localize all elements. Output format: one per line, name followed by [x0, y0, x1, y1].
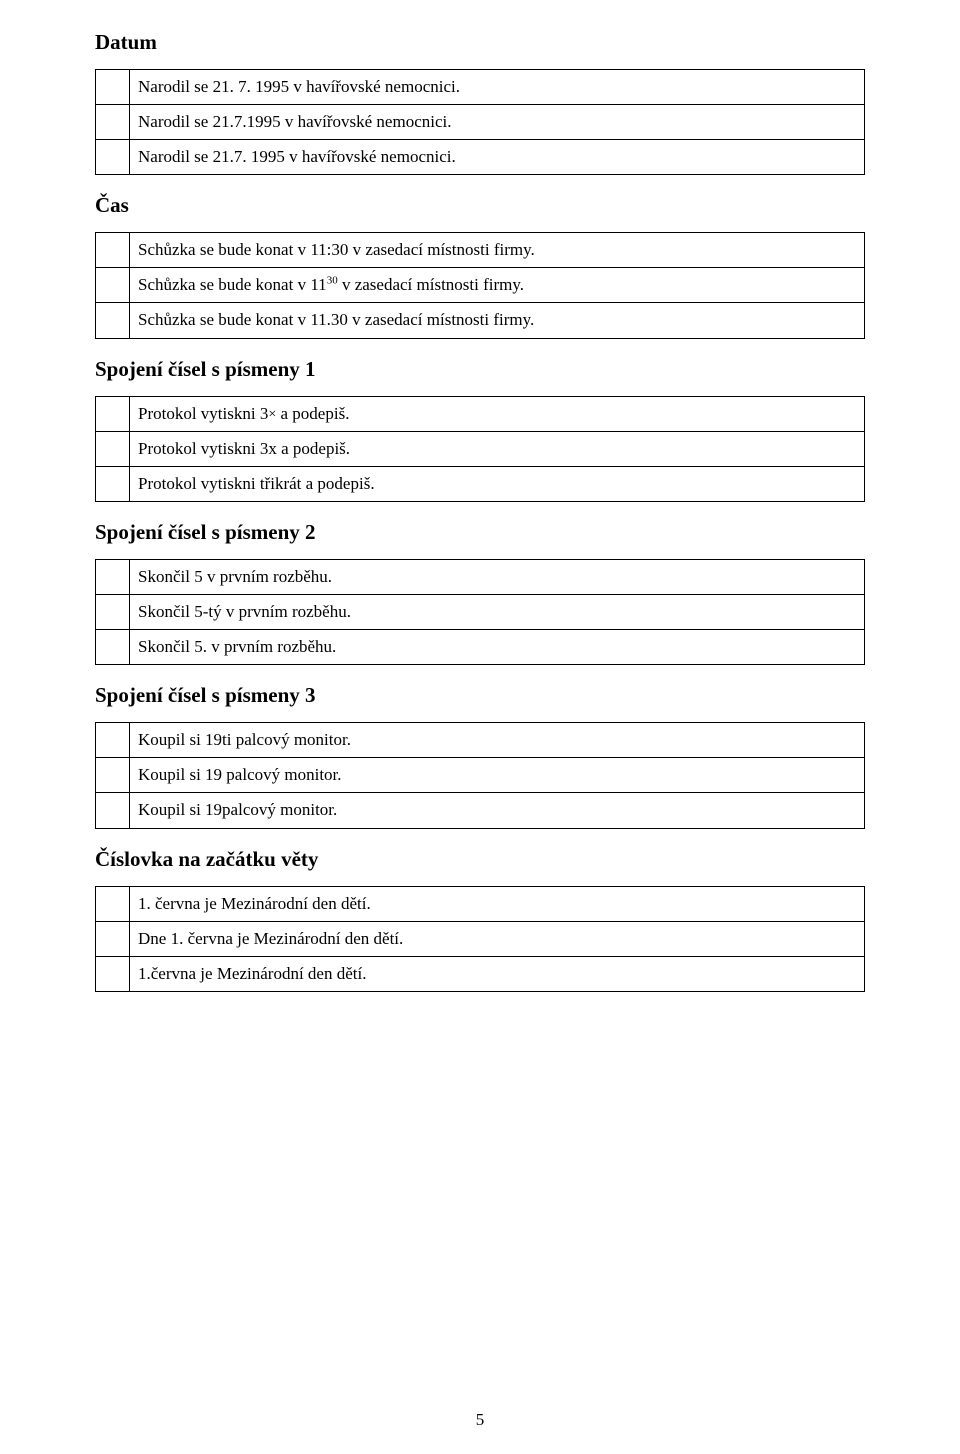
cell-text: Schůzka se bude konat v 11:30 v zasedací… [130, 233, 865, 268]
cell-text: Narodil se 21.7.1995 v havířovské nemocn… [130, 105, 865, 140]
cell-empty [96, 105, 130, 140]
cell-empty [96, 630, 130, 665]
table-row: Koupil si 19 palcový monitor. [96, 758, 865, 793]
table-row: Koupil si 19palcový monitor. [96, 793, 865, 828]
table-row: Schůzka se bude konat v 11:30 v zasedací… [96, 233, 865, 268]
cell-text: Narodil se 21.7. 1995 v havířovské nemoc… [130, 140, 865, 175]
cell-text: 1. června je Mezinárodní den dětí. [130, 886, 865, 921]
cell-empty [96, 70, 130, 105]
cell-text: 1.června je Mezinárodní den dětí. [130, 956, 865, 991]
cell-empty [96, 758, 130, 793]
table-row: Skončil 5-tý v prvním rozběhu. [96, 595, 865, 630]
table-cislovka: 1. června je Mezinárodní den dětí. Dne 1… [95, 886, 865, 992]
cell-empty [96, 886, 130, 921]
table-row: Protokol vytiskni třikrát a podepiš. [96, 466, 865, 501]
heading-spojeni2: Spojení čísel s písmeny 2 [95, 520, 865, 545]
cell-text: Koupil si 19ti palcový monitor. [130, 723, 865, 758]
heading-spojeni1: Spojení čísel s písmeny 1 [95, 357, 865, 382]
cell-text: Koupil si 19 palcový monitor. [130, 758, 865, 793]
table-cas: Schůzka se bude konat v 11:30 v zasedací… [95, 232, 865, 338]
heading-cislovka: Číslovka na začátku věty [95, 847, 865, 872]
cell-text: Protokol vytiskni 3× a podepiš. [130, 396, 865, 431]
table-row: Dne 1. června je Mezinárodní den dětí. [96, 921, 865, 956]
table-row: Narodil se 21.7.1995 v havířovské nemocn… [96, 105, 865, 140]
table-spojeni3: Koupil si 19ti palcový monitor. Koupil s… [95, 722, 865, 828]
table-row: Protokol vytiskni 3x a podepiš. [96, 431, 865, 466]
cell-empty [96, 595, 130, 630]
table-spojeni1: Protokol vytiskni 3× a podepiš. Protokol… [95, 396, 865, 502]
table-row: 1. června je Mezinárodní den dětí. [96, 886, 865, 921]
cell-text: Schůzka se bude konat v 1130 v zasedací … [130, 268, 865, 303]
cell-empty [96, 921, 130, 956]
cell-empty [96, 466, 130, 501]
page-number: 5 [0, 1410, 960, 1430]
cell-empty [96, 303, 130, 338]
table-row: Skončil 5. v prvním rozběhu. [96, 630, 865, 665]
cell-text: Skončil 5-tý v prvním rozběhu. [130, 595, 865, 630]
table-row: Schůzka se bude konat v 1130 v zasedací … [96, 268, 865, 303]
cell-empty [96, 723, 130, 758]
cell-text: Protokol vytiskni třikrát a podepiš. [130, 466, 865, 501]
cell-empty [96, 431, 130, 466]
table-row: Skončil 5 v prvním rozběhu. [96, 559, 865, 594]
cell-empty [96, 956, 130, 991]
table-row: Narodil se 21.7. 1995 v havířovské nemoc… [96, 140, 865, 175]
cell-text: Dne 1. června je Mezinárodní den dětí. [130, 921, 865, 956]
heading-cas: Čas [95, 193, 865, 218]
cell-empty [96, 396, 130, 431]
cell-text: Koupil si 19palcový monitor. [130, 793, 865, 828]
cell-text: Narodil se 21. 7. 1995 v havířovské nemo… [130, 70, 865, 105]
heading-datum: Datum [95, 30, 865, 55]
page: Datum Narodil se 21. 7. 1995 v havířovsk… [0, 0, 960, 1454]
cell-text: Skončil 5. v prvním rozběhu. [130, 630, 865, 665]
cell-text: Schůzka se bude konat v 11.30 v zasedací… [130, 303, 865, 338]
cell-empty [96, 559, 130, 594]
table-row: Koupil si 19ti palcový monitor. [96, 723, 865, 758]
table-row: Protokol vytiskni 3× a podepiš. [96, 396, 865, 431]
cell-text: Skončil 5 v prvním rozběhu. [130, 559, 865, 594]
cell-empty [96, 233, 130, 268]
cell-text: Protokol vytiskni 3x a podepiš. [130, 431, 865, 466]
table-row: 1.června je Mezinárodní den dětí. [96, 956, 865, 991]
cell-empty [96, 140, 130, 175]
table-datum: Narodil se 21. 7. 1995 v havířovské nemo… [95, 69, 865, 175]
heading-spojeni3: Spojení čísel s písmeny 3 [95, 683, 865, 708]
table-spojeni2: Skončil 5 v prvním rozběhu. Skončil 5-tý… [95, 559, 865, 665]
cell-empty [96, 268, 130, 303]
cell-empty [96, 793, 130, 828]
table-row: Narodil se 21. 7. 1995 v havířovské nemo… [96, 70, 865, 105]
table-row: Schůzka se bude konat v 11.30 v zasedací… [96, 303, 865, 338]
